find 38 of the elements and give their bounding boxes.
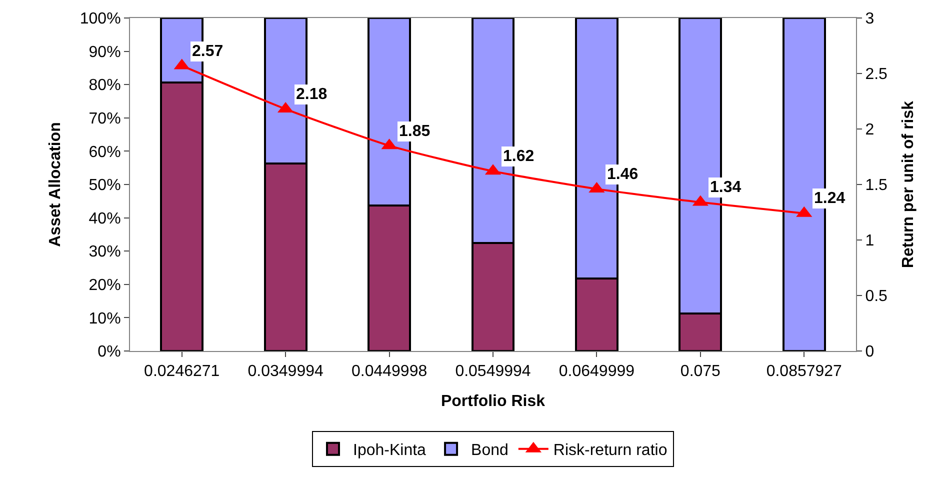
y-tick-label: 60% <box>88 144 121 161</box>
y-tick-label: 100% <box>80 10 121 28</box>
y-tick-label: 80% <box>88 77 121 94</box>
data-label: 2.18 <box>296 86 328 103</box>
x-tick-label: 0.0349994 <box>248 363 324 380</box>
data-label: 1.24 <box>814 190 846 207</box>
legend-label: Bond <box>471 442 508 460</box>
y-tick-label: 30% <box>88 244 121 261</box>
data-label: 1.34 <box>710 179 742 196</box>
y2-tick-label: 2 <box>865 122 874 139</box>
y2-tick-label: 2.5 <box>865 66 888 84</box>
y-tick-label: 10% <box>88 310 121 328</box>
y-axis-title: Asset Allocation <box>46 122 64 247</box>
data-label: 1.62 <box>503 148 534 165</box>
y2-tick-label: 0 <box>865 344 874 361</box>
x-tick-label: 0.0649999 <box>558 363 635 380</box>
y2-axis-title: Return per unit of risk <box>900 100 918 268</box>
y-tick-label: 70% <box>88 110 121 128</box>
y-tick-label: 20% <box>88 277 121 294</box>
x-axis-title: Portfolio Risk <box>440 392 546 410</box>
x-tick-label: 0.0246271 <box>144 363 220 380</box>
x-tick-label: 0.0449998 <box>351 363 428 380</box>
x-tick-label: 0.0549994 <box>455 363 531 380</box>
data-label: 2.57 <box>192 43 224 60</box>
y-tick-label: 0% <box>98 344 121 361</box>
y2-tick-label: 1.5 <box>865 177 888 194</box>
data-label: 1.85 <box>399 123 430 140</box>
y-tick-label: 50% <box>88 177 121 194</box>
y2-tick-label: 3 <box>865 10 874 28</box>
y2-tick-label: 1 <box>865 232 874 250</box>
y-tick-label: 40% <box>88 210 121 228</box>
data-label: 1.46 <box>607 166 638 183</box>
x-tick-label: 0.0857927 <box>766 363 842 380</box>
y-tick-label: 90% <box>88 44 121 61</box>
legend-label: Risk-return ratio <box>553 442 668 460</box>
x-tick-label: 0.075 <box>680 363 721 380</box>
legend-label: Ipoh-Kinta <box>353 442 426 460</box>
y2-tick-label: 0.5 <box>865 288 888 306</box>
